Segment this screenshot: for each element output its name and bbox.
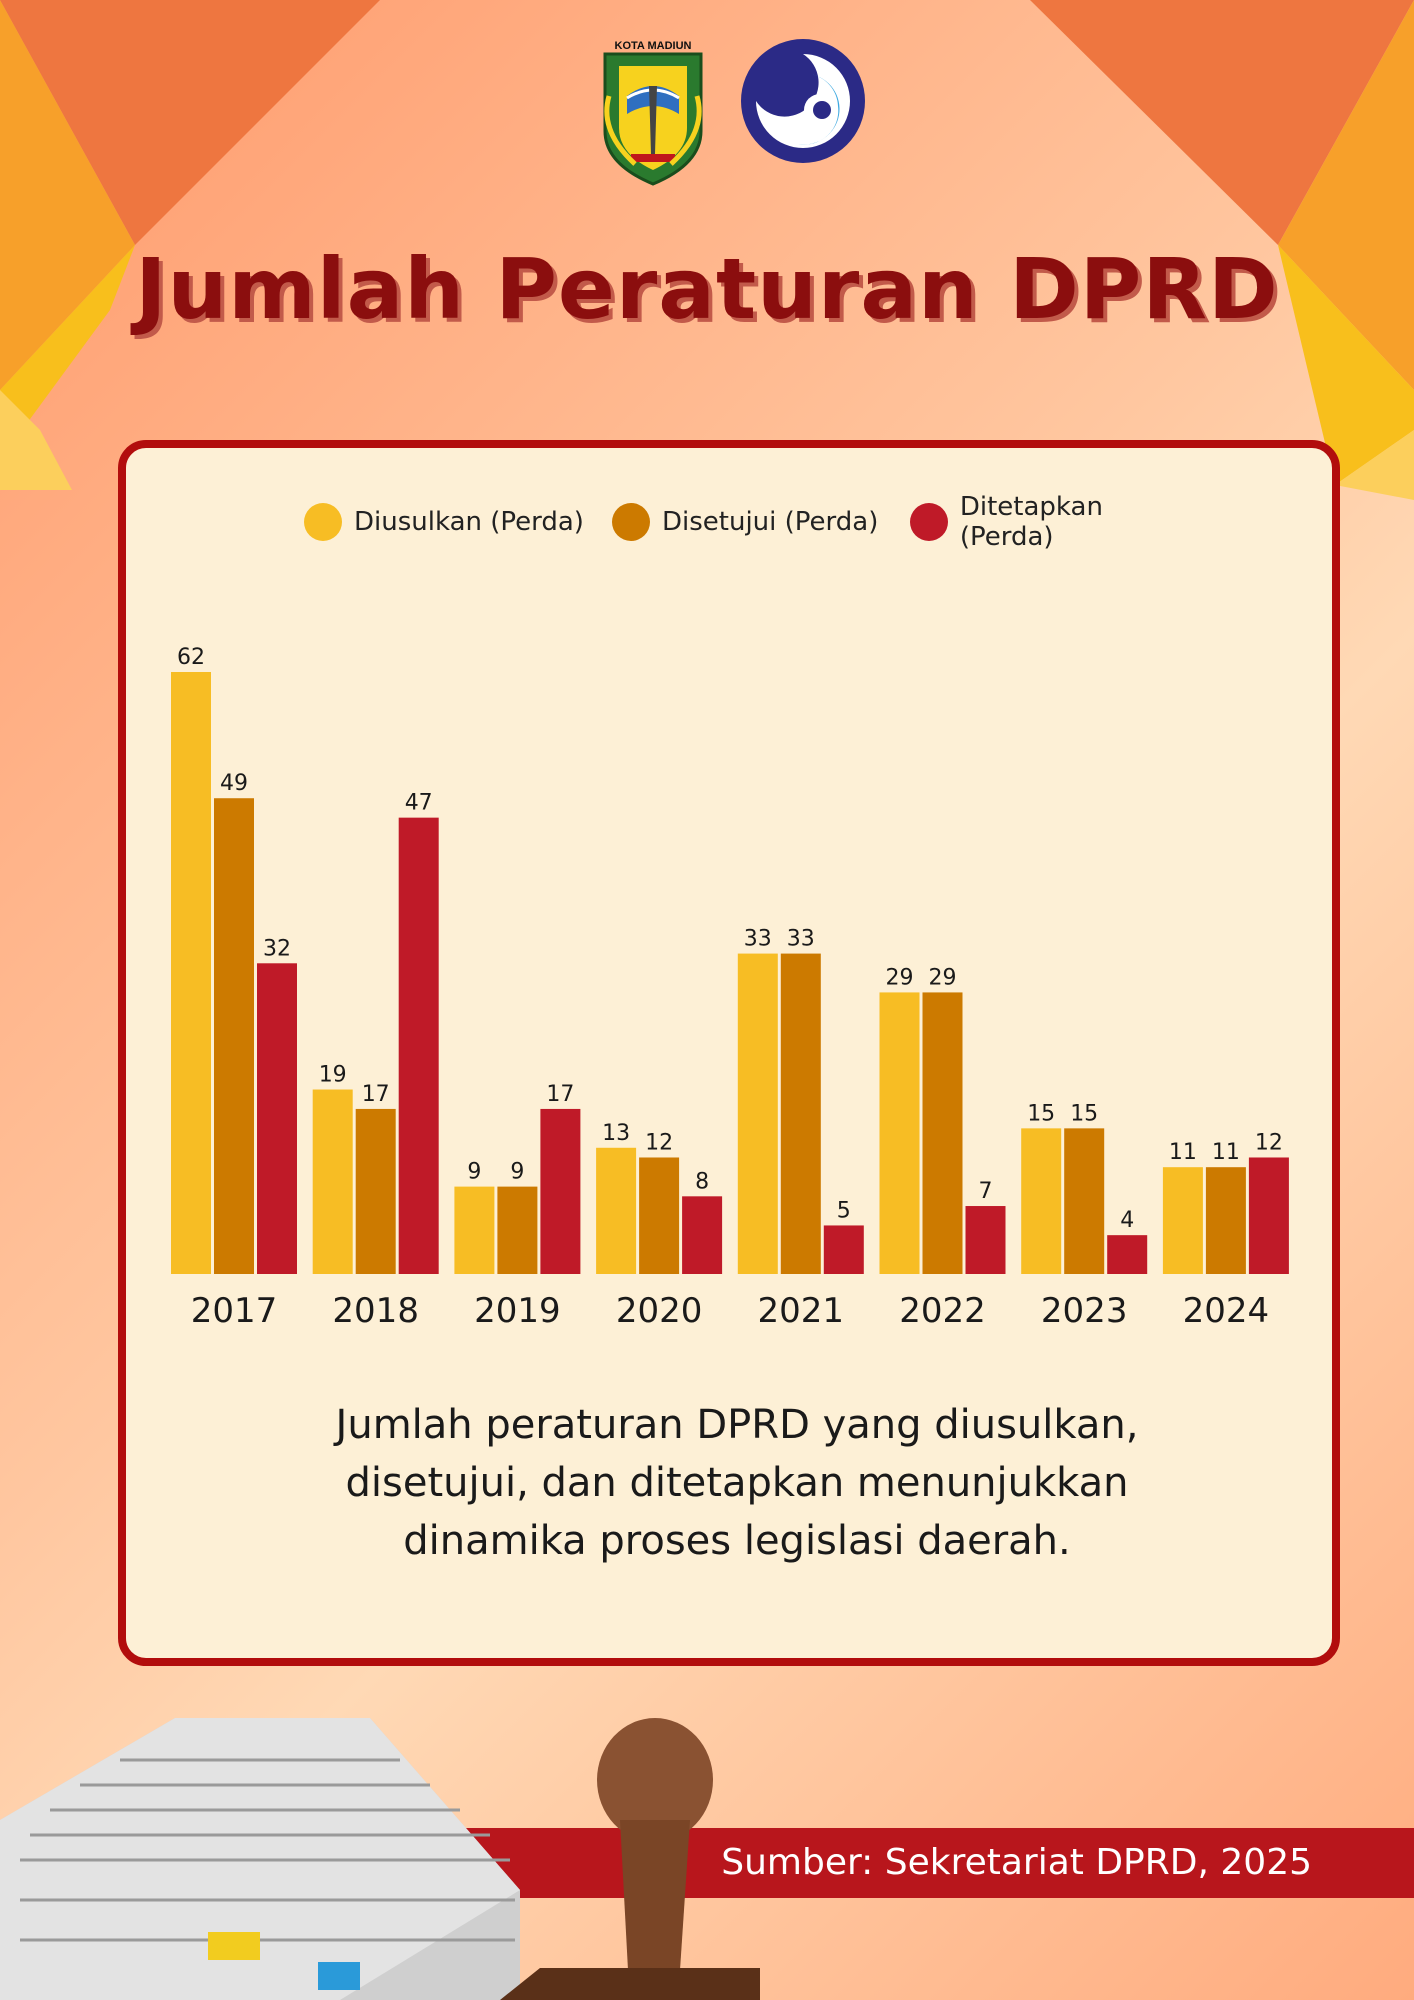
legend-label-ditetapkan: Ditetapkan (Perda) <box>959 492 1103 552</box>
kota-madiun-logo: KOTA MADIUN <box>595 36 711 186</box>
data-label-disetujui-2018: 17 <box>362 1082 390 1107</box>
bar-ditetapkan-2021 <box>823 1225 864 1274</box>
bar-diusulkan-2017 <box>171 672 211 1274</box>
bar-disetujui-2021 <box>780 953 821 1274</box>
legend-dot-diusulkan <box>304 503 342 541</box>
bar-disetujui-2022 <box>922 992 963 1274</box>
x-tick-label-2021: 2021 <box>758 1291 845 1331</box>
bar-ditetapkan-2019 <box>540 1108 581 1274</box>
paper-stack-icon <box>0 1718 520 2000</box>
x-tick-label-2023: 2023 <box>1041 1291 1128 1331</box>
data-label-ditetapkan-2022: 7 <box>979 1179 993 1204</box>
decoration-bottom <box>0 1718 760 2000</box>
bar-disetujui-2020 <box>639 1157 680 1274</box>
data-label-diusulkan-2019: 9 <box>467 1160 481 1185</box>
x-tick-label-2024: 2024 <box>1183 1291 1270 1331</box>
bar-disetujui-2019 <box>497 1186 538 1274</box>
bar-ditetapkan-2020 <box>682 1196 723 1274</box>
caption-line-2: disetujui, dan ditetapkan menunjukkan <box>345 1460 1129 1506</box>
bar-diusulkan-2019 <box>454 1186 495 1274</box>
logo-kota-text: KOTA MADIUN <box>614 40 692 52</box>
caption-line-1: Jumlah peraturan DPRD yang diusulkan, <box>335 1402 1139 1448</box>
caption-line-3: dinamika proses legislasi daerah. <box>403 1518 1071 1564</box>
bar-ditetapkan-2024 <box>1248 1157 1289 1274</box>
data-label-diusulkan-2018: 19 <box>319 1063 347 1088</box>
legend-dot-disetujui <box>612 503 650 541</box>
legend-label-diusulkan: Diusulkan (Perda) <box>354 507 584 537</box>
bar-disetujui-2023 <box>1064 1128 1105 1274</box>
bar-ditetapkan-2022 <box>965 1206 1006 1274</box>
data-label-diusulkan-2024: 11 <box>1169 1140 1197 1165</box>
legend-item-diusulkan: Diusulkan (Perda) <box>304 500 584 544</box>
x-tick-label-2018: 2018 <box>332 1291 419 1331</box>
data-label-disetujui-2019: 9 <box>510 1160 524 1185</box>
data-label-ditetapkan-2024: 12 <box>1255 1130 1283 1155</box>
source-text: Sumber: Sekretariat DPRD, 2025 <box>721 1842 1312 1883</box>
page-title: Jumlah Peraturan DPRD <box>135 240 1279 338</box>
bar-diusulkan-2023 <box>1021 1128 1062 1274</box>
bar-diusulkan-2018 <box>312 1089 353 1274</box>
kominfo-logo <box>738 36 868 166</box>
chart-legend: Diusulkan (Perda) Disetujui (Perda) Dite… <box>304 492 1204 552</box>
bar-disetujui-2017 <box>214 798 254 1274</box>
chart-caption: Jumlah peraturan DPRD yang diusulkan, di… <box>186 1396 1288 1570</box>
legend-dot-ditetapkan <box>910 503 948 541</box>
data-label-ditetapkan-2017: 32 <box>263 936 291 961</box>
legend-label-disetujui: Disetujui (Perda) <box>662 507 879 537</box>
data-label-disetujui-2020: 12 <box>645 1130 673 1155</box>
bar-ditetapkan-2023 <box>1107 1235 1148 1274</box>
bar-diusulkan-2022 <box>879 992 920 1274</box>
legend-item-ditetapkan: Ditetapkan (Perda) <box>910 492 1204 552</box>
data-label-ditetapkan-2021: 5 <box>837 1198 851 1223</box>
data-label-disetujui-2024: 11 <box>1212 1140 1240 1165</box>
data-label-ditetapkan-2019: 17 <box>546 1082 574 1107</box>
data-label-disetujui-2017: 49 <box>220 771 248 796</box>
data-label-ditetapkan-2023: 4 <box>1120 1208 1134 1233</box>
data-label-diusulkan-2021: 33 <box>744 927 772 952</box>
data-label-ditetapkan-2020: 8 <box>695 1169 709 1194</box>
data-label-disetujui-2021: 33 <box>787 927 815 952</box>
bar-diusulkan-2024 <box>1162 1167 1203 1274</box>
data-label-disetujui-2023: 15 <box>1070 1101 1098 1126</box>
data-label-diusulkan-2020: 13 <box>602 1121 630 1146</box>
bar-ditetapkan-2018 <box>398 817 439 1274</box>
x-tick-label-2022: 2022 <box>899 1291 986 1331</box>
x-tick-label-2017: 2017 <box>191 1291 278 1331</box>
legend-item-disetujui: Disetujui (Perda) <box>612 500 878 544</box>
stamp-icon <box>500 1718 760 2000</box>
x-tick-label-2019: 2019 <box>474 1291 561 1331</box>
chart-card: Diusulkan (Perda) Disetujui (Perda) Dite… <box>118 440 1340 1666</box>
bar-disetujui-2024 <box>1205 1167 1246 1274</box>
data-label-diusulkan-2017: 62 <box>177 645 205 670</box>
data-label-disetujui-2022: 29 <box>929 965 957 990</box>
data-label-ditetapkan-2018: 47 <box>405 791 433 816</box>
data-label-diusulkan-2023: 15 <box>1027 1101 1055 1126</box>
x-tick-label-2020: 2020 <box>616 1291 703 1331</box>
bar-diusulkan-2020 <box>596 1147 637 1274</box>
bar-diusulkan-2021 <box>737 953 778 1274</box>
bar-disetujui-2018 <box>355 1108 396 1274</box>
bar-ditetapkan-2017 <box>257 963 297 1274</box>
data-label-diusulkan-2022: 29 <box>886 965 914 990</box>
